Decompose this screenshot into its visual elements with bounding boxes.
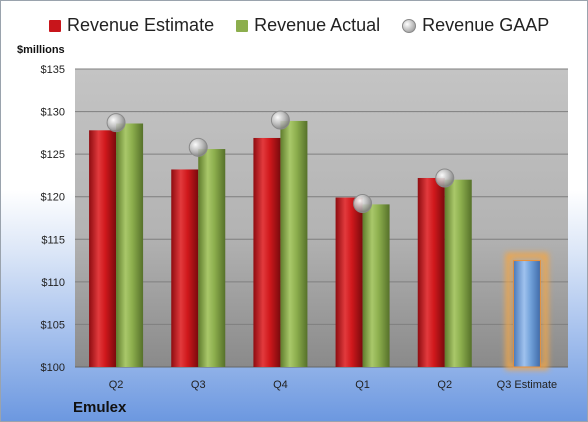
- plot-background: [75, 69, 568, 367]
- company-name: Emulex: [73, 399, 127, 416]
- bar-revenue-estimate: [335, 197, 363, 367]
- y-tick-label: $110: [41, 277, 65, 289]
- marker-revenue-gaap: [353, 194, 373, 214]
- x-tick-label: Q3: [191, 379, 206, 391]
- legend-label-actual: Revenue Actual: [254, 15, 381, 35]
- bar-revenue-actual: [198, 149, 226, 367]
- legend-marker-gaap: [402, 18, 417, 33]
- y-tick-label: $135: [41, 64, 65, 76]
- y-tick-label: $130: [41, 107, 65, 119]
- bar-revenue-actual: [280, 120, 308, 368]
- bar-revenue-actual: [444, 179, 472, 367]
- bar-revenue-actual: [362, 204, 390, 367]
- legend-item-gaap: Revenue GAAP: [402, 15, 549, 36]
- marker-revenue-gaap: [188, 137, 208, 157]
- bar-revenue-actual: [116, 123, 144, 368]
- legend-swatch-estimate: [49, 19, 61, 32]
- legend-label-gaap: Revenue GAAP: [422, 15, 550, 35]
- x-tick-label: Q3 Estimate: [497, 379, 558, 391]
- marker-revenue-gaap: [270, 110, 290, 130]
- y-tick-label: $115: [41, 234, 65, 246]
- legend: Revenue Estimate Revenue Actual Revenue …: [49, 15, 571, 36]
- y-tick-label: $105: [41, 319, 65, 331]
- bar-q3-estimate: [512, 260, 541, 368]
- plot-area: $100 $105 $110 $115 $120 $125 $130 $135 Q2 Q3 Q4 Q1…: [41, 64, 568, 391]
- marker-revenue-gaap: [435, 168, 455, 188]
- bar-revenue-estimate: [417, 177, 445, 367]
- x-tick-label: Q4: [273, 379, 288, 391]
- y-tick-label: $100: [41, 362, 65, 374]
- x-tick-label: Q1: [355, 379, 370, 391]
- bar-revenue-estimate: [171, 169, 199, 367]
- legend-item-actual: Revenue Actual: [236, 15, 380, 36]
- y-axis-units-label: $millions: [17, 44, 65, 56]
- y-tick-label: $125: [41, 149, 65, 161]
- y-tick-label: $120: [41, 192, 65, 204]
- x-tick-label: Q2: [437, 379, 452, 391]
- bar-revenue-estimate: [253, 137, 281, 367]
- legend-swatch-actual: [236, 19, 249, 32]
- bar-revenue-estimate: [89, 130, 117, 367]
- legend-item-estimate: Revenue Estimate: [49, 15, 214, 36]
- x-tick-label: Q2: [109, 379, 124, 391]
- marker-revenue-gaap: [106, 113, 126, 133]
- legend-label-estimate: Revenue Estimate: [67, 15, 215, 35]
